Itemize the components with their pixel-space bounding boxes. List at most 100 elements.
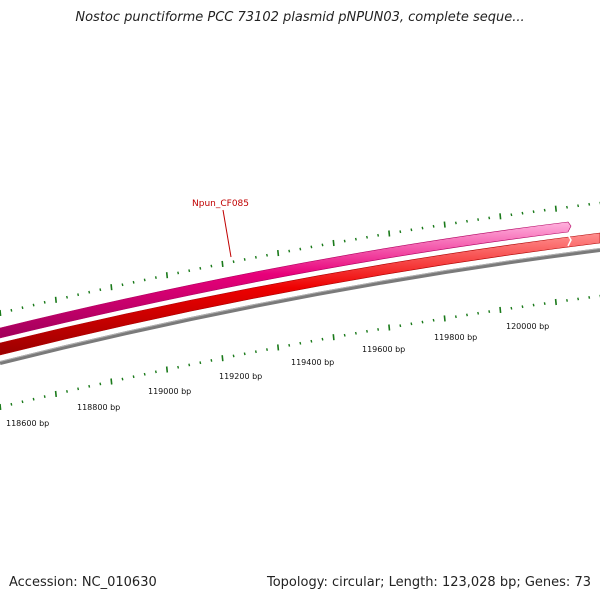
outer-tick [421,226,424,230]
inner-tick [366,329,368,333]
inner-tick [88,384,91,388]
inner-tick [243,352,246,356]
scale-label-119600: 119600 bp [362,345,405,354]
outer-tick [232,260,235,264]
inner-tick [32,397,35,401]
backbone-circle [0,248,600,365]
outer-tick [321,243,324,247]
outer-tick [10,308,13,312]
inner-tick [277,344,280,351]
inner-tick [399,324,402,328]
outer-tick [488,216,491,220]
outer-tick [66,295,68,299]
outer-tick [0,309,2,317]
scale-label-120000: 120000 bp [506,322,549,331]
inner-tick [521,305,524,309]
inner-tick [477,311,480,315]
reverse-strand-gene[interactable] [0,232,600,356]
inner-tick [543,302,546,305]
inner-tick [221,355,224,362]
outer-tick [299,247,302,251]
outer-tick [521,211,524,215]
outer-tick [165,272,169,279]
outer-tick [588,202,591,206]
inner-tick [488,310,491,313]
inner-tick [354,331,357,335]
outer-tick [288,249,291,253]
inner-tick [332,334,335,341]
outer-tick [499,213,502,220]
outer-tick [532,210,535,214]
inner-tick [310,339,313,343]
outer-tick [510,213,513,217]
outer-tick [88,290,91,294]
scale-label-119200: 119200 bp [219,372,262,381]
inner-tick [588,296,591,299]
outer-tick [566,205,568,209]
inner-tick [10,402,13,406]
outer-tick [343,239,346,243]
outer-tick [577,204,580,208]
outer-tick [210,264,213,268]
inner-tick [566,299,568,302]
inner-tick [154,370,157,374]
inner-tick [410,322,413,326]
inner-tick [188,363,191,367]
scale-label-119000: 119000 bp [148,387,191,396]
gene-label-connector [222,209,232,258]
inner-tick [143,372,146,376]
inner-tick [577,297,580,301]
inner-tick [288,343,291,347]
inner-tick [199,361,202,365]
inner-tick [121,377,124,381]
gene-label[interactable]: Npun_CF085 [192,199,249,209]
inner-tick [77,387,80,391]
inner-tick [110,378,113,385]
inner-tick [499,306,502,313]
inner-tick [343,333,346,337]
inner-tick [99,382,102,386]
outer-tick [543,208,546,212]
inner-tick [532,303,535,307]
inner-tick [21,400,24,404]
outer-tick [477,218,480,221]
gene-npun-cf085[interactable] [0,221,572,339]
outer-tick [132,280,135,284]
outer-tick [377,233,380,237]
inner-tick [466,313,468,317]
outer-tick [21,306,24,310]
outer-tick [32,303,35,307]
map-title: Nostoc punctiforme PCC 73102 plasmid pNP… [75,10,525,25]
outer-tick [77,293,80,297]
inner-tick [266,348,268,351]
outer-tick [43,300,46,304]
inner-tick [432,318,435,322]
inner-tick [254,350,257,354]
outer-tick [254,255,257,259]
inner-tick [454,315,457,319]
outer-tick [243,258,246,261]
outer-tick [277,250,280,257]
outer-tick [266,253,268,257]
inner-tick [66,390,68,393]
outer-tick [121,283,124,287]
inner-tick [54,390,57,397]
accession-label: Accession: NC_010630 [9,575,157,590]
inner-tick [177,365,180,369]
outer-tick [54,296,57,303]
outer-tick [466,219,468,223]
outer-tick [432,224,435,228]
inner-tick [554,298,557,306]
outer-tick [110,284,113,291]
outer-tick [99,288,102,292]
outer-tick [221,260,224,267]
outer-tick [310,245,313,249]
scale-label-118600: 118600 bp [6,419,49,428]
outer-tick [554,205,557,212]
outer-tick [366,235,368,239]
inner-tick [232,354,235,358]
outer-tick [410,228,413,232]
inner-tick [132,375,135,379]
outer-tick [454,221,457,225]
inner-tick [443,315,446,322]
